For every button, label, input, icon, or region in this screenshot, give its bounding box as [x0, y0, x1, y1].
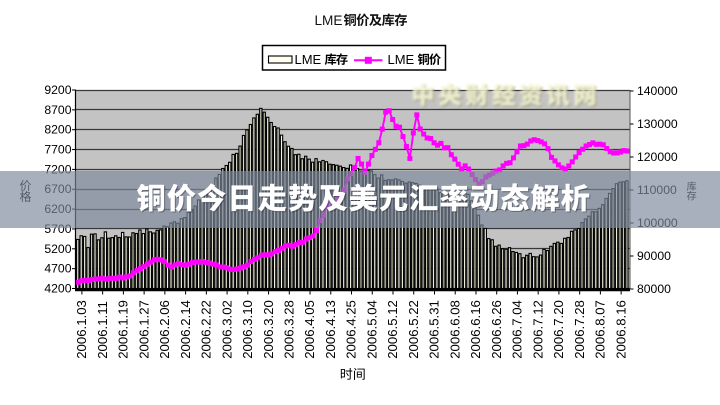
svg-text:2006.4.25: 2006.4.25 — [344, 300, 359, 359]
svg-text:2006.3.02: 2006.3.02 — [219, 300, 234, 359]
svg-text:2006.7.28: 2006.7.28 — [572, 300, 587, 359]
svg-text:90000: 90000 — [637, 249, 671, 263]
svg-text:2006.7.04: 2006.7.04 — [510, 300, 525, 359]
svg-text:130000: 130000 — [637, 117, 678, 131]
svg-text:2006.4.05: 2006.4.05 — [302, 300, 317, 359]
svg-text:2006.1.11: 2006.1.11 — [95, 301, 110, 359]
svg-text:2006.8.16: 2006.8.16 — [613, 300, 628, 359]
svg-text:5200: 5200 — [44, 242, 71, 256]
svg-text:4700: 4700 — [44, 262, 71, 276]
svg-text:9200: 9200 — [44, 83, 71, 97]
svg-text:8200: 8200 — [44, 123, 71, 137]
svg-text:2006.7.12: 2006.7.12 — [530, 300, 545, 359]
svg-text:2006.2.14: 2006.2.14 — [178, 300, 193, 359]
svg-text:140000: 140000 — [637, 84, 678, 98]
svg-text:2006.6.26: 2006.6.26 — [489, 300, 504, 359]
svg-text:2006.3.28: 2006.3.28 — [282, 300, 297, 359]
svg-text:2006.8.07: 2006.8.07 — [593, 300, 608, 359]
svg-text:2006.2.22: 2006.2.22 — [199, 300, 214, 359]
svg-text:2006.2.06: 2006.2.06 — [157, 300, 172, 359]
svg-text:2006.3.20: 2006.3.20 — [261, 300, 276, 359]
svg-text:2006.7.20: 2006.7.20 — [551, 300, 566, 359]
svg-text:LME: LME — [295, 52, 322, 67]
svg-text:2006.5.31: 2006.5.31 — [427, 300, 442, 359]
svg-text:2006.1.03: 2006.1.03 — [74, 300, 89, 359]
svg-text:LME: LME — [315, 13, 343, 28]
svg-text:2006.1.19: 2006.1.19 — [116, 300, 131, 359]
svg-text:2006.4.13: 2006.4.13 — [323, 300, 338, 359]
svg-text:2006.5.12: 2006.5.12 — [385, 300, 400, 359]
svg-text:80000: 80000 — [637, 282, 671, 296]
svg-text:2006.6.08: 2006.6.08 — [447, 300, 462, 359]
svg-text:2006.6.16: 2006.6.16 — [468, 300, 483, 359]
svg-text:7700: 7700 — [44, 143, 71, 157]
svg-text:2006.5.22: 2006.5.22 — [406, 300, 421, 359]
svg-text:2006.1.27: 2006.1.27 — [136, 300, 151, 359]
svg-text:120000: 120000 — [637, 150, 678, 164]
svg-text:8700: 8700 — [44, 103, 71, 117]
svg-text:2006.3.10: 2006.3.10 — [240, 300, 255, 359]
svg-text:2006.5.04: 2006.5.04 — [364, 300, 379, 359]
svg-text:LME: LME — [388, 52, 415, 67]
svg-text:4200: 4200 — [44, 282, 71, 296]
